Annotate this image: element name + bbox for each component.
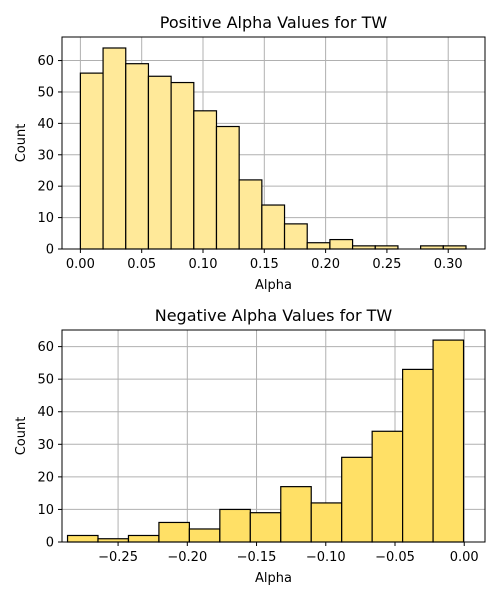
- histogram-bar: [280, 486, 312, 543]
- histogram-bar: [147, 75, 172, 250]
- histogram-bar: [310, 502, 343, 543]
- x-tick-label: 0.15: [250, 257, 279, 272]
- x-tick-label: −0.10: [306, 550, 346, 565]
- histogram-bar: [329, 238, 354, 250]
- tick-marks: 0.00 0.05 0.10 0.15 0.20 0.25 0.30 0 10 20 30 40 50 6…: [37, 54, 462, 272]
- histogram-bars: [66, 339, 465, 543]
- histogram-bar: [341, 456, 373, 543]
- histogram-bar: [215, 125, 240, 250]
- y-tick-label: 0: [46, 243, 54, 258]
- histogram-bar: [66, 534, 99, 543]
- y-tick-label: 30: [37, 148, 54, 163]
- y-tick-label: 10: [37, 503, 54, 518]
- x-tick-label: 0.20: [311, 257, 340, 272]
- histogram-bar: [402, 368, 434, 543]
- y-tick-label: 30: [37, 438, 54, 453]
- y-tick-label: 60: [37, 340, 54, 355]
- axes-frame: [61, 36, 486, 250]
- x-tick-label: −0.15: [237, 550, 277, 565]
- x-tick-label: 0.05: [127, 257, 156, 272]
- x-axis-label: Alpha: [255, 278, 292, 293]
- y-tick-label: 50: [37, 85, 54, 100]
- y-tick-label: 20: [37, 470, 54, 485]
- tick-marks: −0.25 −0.20 −0.15 −0.10 −0.05 0.00 0 10 20 30 40 50…: [37, 340, 478, 565]
- histogram-bar: [193, 110, 218, 250]
- y-tick-label: 50: [37, 373, 54, 388]
- histogram-bar: [102, 47, 127, 250]
- y-tick-label: 40: [37, 117, 54, 132]
- x-tick-label: −0.05: [375, 550, 415, 565]
- x-tick-label: −0.20: [167, 550, 207, 565]
- histogram-bar: [371, 430, 404, 543]
- x-tick-label: −0.25: [98, 550, 138, 565]
- histogram-bar: [158, 521, 190, 543]
- x-tick-label: 0.10: [189, 257, 218, 272]
- x-tick-label: 0.00: [66, 257, 95, 272]
- y-tick-label: 40: [37, 405, 54, 420]
- y-tick-label: 10: [37, 211, 54, 226]
- histogram-bar: [219, 508, 251, 543]
- histogram-bar: [170, 81, 195, 250]
- x-axis-label: Alpha: [255, 571, 292, 586]
- y-axis-label: Count: [14, 124, 29, 163]
- histogram-bars: [79, 47, 467, 250]
- axes-frame: [61, 329, 486, 543]
- histogram-bar: [127, 534, 160, 543]
- y-tick-label: 60: [37, 54, 54, 69]
- histogram-bar: [125, 63, 150, 250]
- histogram-bar: [306, 242, 331, 250]
- x-tick-label: 0.25: [372, 257, 401, 272]
- y-tick-label: 20: [37, 180, 54, 195]
- x-tick-label: 0.00: [450, 550, 479, 565]
- x-tick-label: 0.30: [434, 257, 463, 272]
- y-tick-label: 0: [46, 536, 54, 551]
- chart-title: Negative Alpha Values for TW: [155, 306, 393, 325]
- positive-alpha-histogram: 0.00 0.05 0.10 0.15 0.20 0.25 0.30 0 10 20 30 40 50 6…: [14, 13, 486, 293]
- histogram-bar: [261, 204, 286, 250]
- histogram-bar: [432, 339, 465, 543]
- histogram-bar: [238, 179, 263, 250]
- histogram-bar: [79, 72, 104, 250]
- histogram-bar: [249, 512, 282, 543]
- y-axis-label: Count: [14, 417, 29, 456]
- histogram-bar: [283, 223, 308, 250]
- chart-title: Positive Alpha Values for TW: [160, 13, 388, 32]
- histogram-bar: [188, 528, 221, 543]
- negative-alpha-histogram: −0.25 −0.20 −0.15 −0.10 −0.05 0.00 0 10 20 30 40 50…: [14, 306, 486, 586]
